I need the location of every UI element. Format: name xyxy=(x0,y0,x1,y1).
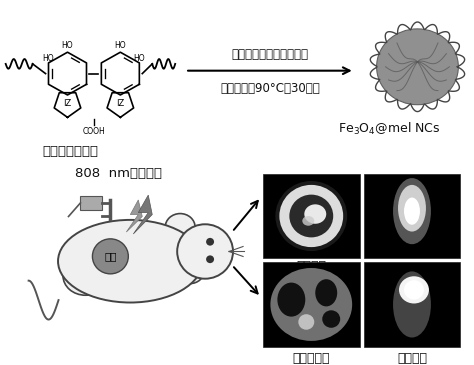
Circle shape xyxy=(404,280,424,300)
Bar xyxy=(364,262,460,347)
Ellipse shape xyxy=(63,256,108,295)
Ellipse shape xyxy=(176,258,204,284)
Circle shape xyxy=(289,195,333,237)
Ellipse shape xyxy=(322,310,340,328)
Text: 光声成像: 光声成像 xyxy=(296,260,326,273)
Ellipse shape xyxy=(398,185,426,231)
FancyBboxPatch shape xyxy=(81,196,102,210)
Ellipse shape xyxy=(315,279,337,306)
Ellipse shape xyxy=(270,268,352,341)
Bar xyxy=(263,174,360,258)
Text: HO: HO xyxy=(62,41,73,50)
Ellipse shape xyxy=(277,283,305,316)
Text: 氮气保护，90°C，30分钟: 氮气保护，90°C，30分钟 xyxy=(220,82,320,95)
Text: HO: HO xyxy=(134,54,145,62)
Circle shape xyxy=(279,185,343,247)
Ellipse shape xyxy=(304,204,326,224)
Text: HO: HO xyxy=(43,54,55,62)
Text: Fe$_3$O$_4$@mel NCs: Fe$_3$O$_4$@mel NCs xyxy=(338,121,441,137)
Polygon shape xyxy=(127,200,142,232)
Ellipse shape xyxy=(393,272,431,338)
Text: 光热消融: 光热消融 xyxy=(397,352,427,365)
Circle shape xyxy=(206,255,214,263)
Ellipse shape xyxy=(165,214,195,241)
Text: 磁共振成像: 磁共振成像 xyxy=(292,352,330,365)
Text: 氯化铁，氯化亚铁，氨水: 氯化铁，氯化亚铁，氨水 xyxy=(231,48,309,61)
Circle shape xyxy=(275,181,347,251)
Circle shape xyxy=(206,238,214,246)
Ellipse shape xyxy=(376,29,458,105)
Circle shape xyxy=(298,314,314,330)
Text: 肿瘤: 肿瘤 xyxy=(104,251,117,261)
Text: COOH: COOH xyxy=(82,127,105,136)
Ellipse shape xyxy=(58,220,202,303)
Bar xyxy=(364,174,460,258)
Ellipse shape xyxy=(302,216,314,226)
Bar xyxy=(263,262,360,347)
Text: IZ: IZ xyxy=(116,99,125,108)
Text: 808  nm激光照射: 808 nm激光照射 xyxy=(75,167,162,180)
Circle shape xyxy=(177,224,233,279)
Text: HO: HO xyxy=(115,41,126,50)
Text: 黑色素结构单元: 黑色素结构单元 xyxy=(43,145,99,158)
Polygon shape xyxy=(133,195,152,234)
Text: IZ: IZ xyxy=(64,99,72,108)
Ellipse shape xyxy=(125,257,165,294)
Ellipse shape xyxy=(399,276,429,303)
Ellipse shape xyxy=(393,178,431,244)
Circle shape xyxy=(92,239,128,274)
Ellipse shape xyxy=(404,197,420,225)
